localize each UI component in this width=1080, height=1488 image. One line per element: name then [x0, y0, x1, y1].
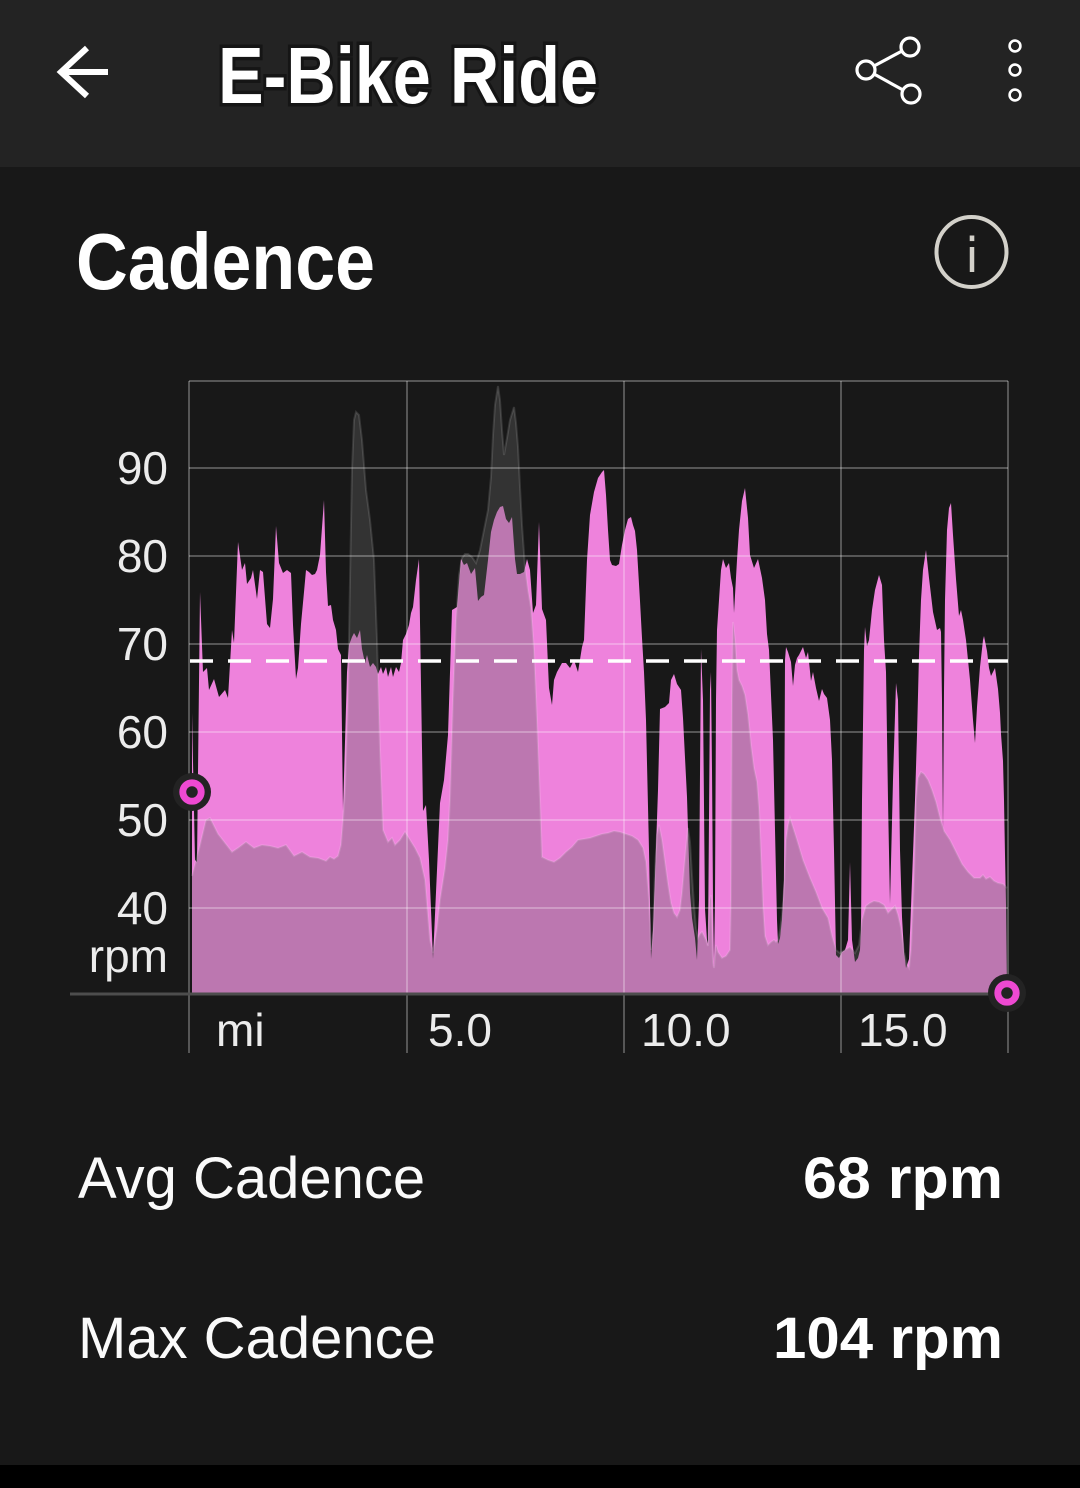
- svg-text:60: 60: [117, 706, 168, 758]
- svg-text:90: 90: [117, 442, 168, 494]
- svg-text:5.0: 5.0: [428, 1004, 492, 1056]
- svg-text:Avg Cadence: Avg Cadence: [78, 1146, 425, 1211]
- svg-text:68 rpm: 68 rpm: [803, 1146, 1003, 1211]
- svg-text:40: 40: [117, 882, 168, 934]
- svg-text:10.0: 10.0: [641, 1004, 731, 1056]
- svg-text:70: 70: [117, 618, 168, 670]
- svg-text:Cadence: Cadence: [76, 217, 375, 306]
- svg-text:15.0: 15.0: [858, 1004, 948, 1056]
- svg-text:rpm: rpm: [89, 930, 168, 982]
- svg-text:80: 80: [117, 530, 168, 582]
- svg-text:mi: mi: [216, 1004, 265, 1056]
- svg-text:E-Bike Ride: E-Bike Ride: [218, 31, 598, 120]
- svg-text:104 rpm: 104 rpm: [773, 1306, 1003, 1371]
- svg-text:Max Cadence: Max Cadence: [78, 1306, 436, 1371]
- svg-text:50: 50: [117, 794, 168, 846]
